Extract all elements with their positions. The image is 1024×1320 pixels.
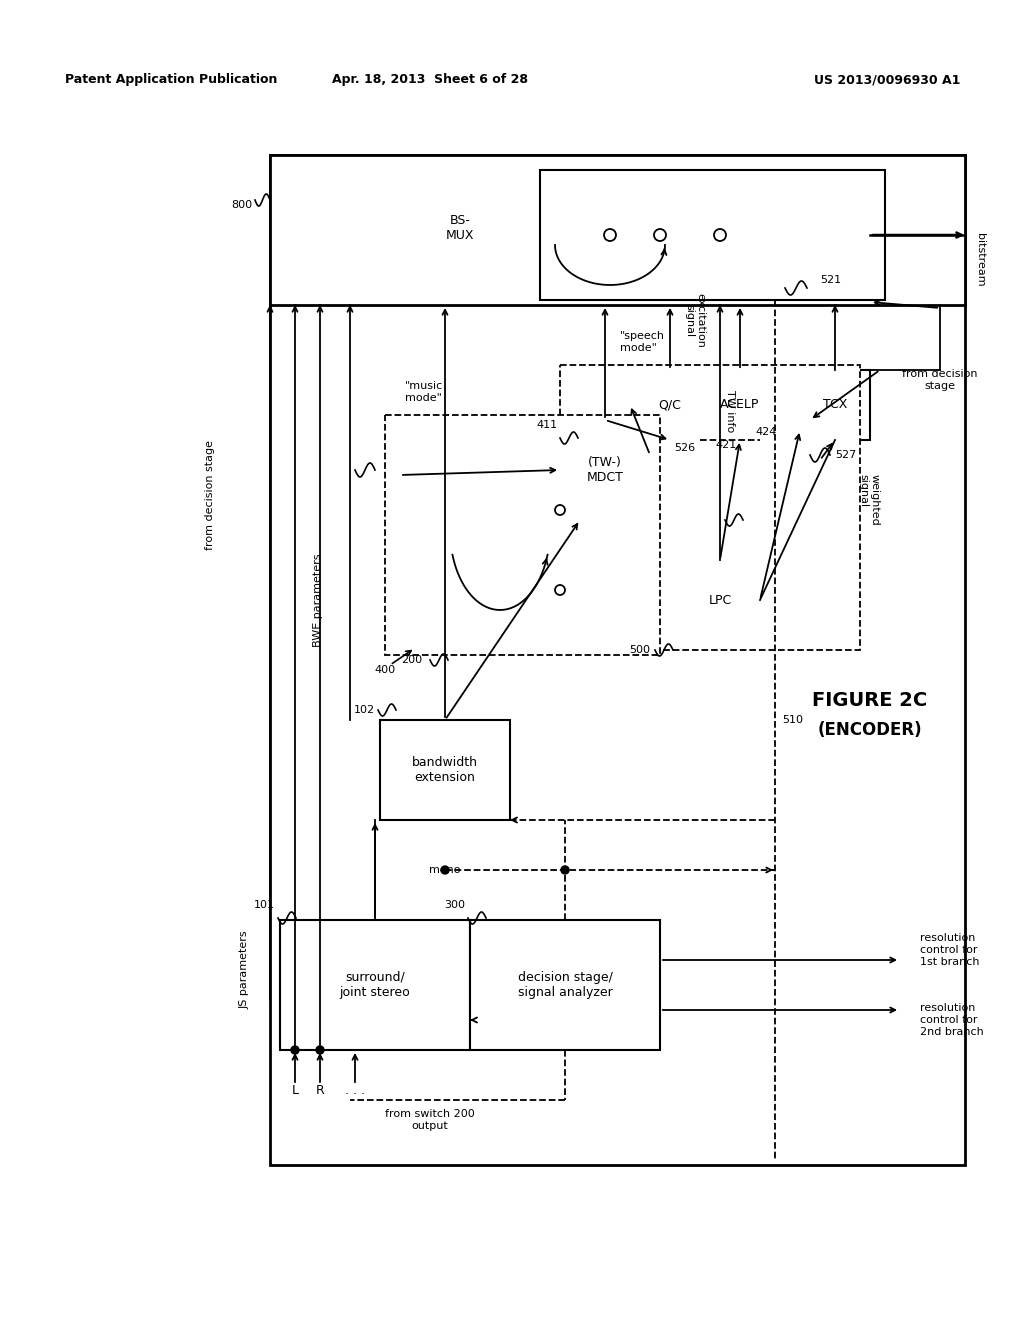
Bar bbox=[280, 920, 470, 1049]
Text: 400: 400 bbox=[375, 665, 395, 675]
Circle shape bbox=[291, 1045, 299, 1053]
Text: L: L bbox=[292, 1084, 299, 1097]
Text: from decision
stage: from decision stage bbox=[902, 370, 978, 391]
Text: 300: 300 bbox=[444, 900, 465, 909]
Text: BS-
MUX: BS- MUX bbox=[445, 214, 474, 242]
Text: TCX: TCX bbox=[823, 399, 847, 412]
Text: weighted
signal: weighted signal bbox=[858, 474, 880, 525]
Bar bbox=[700, 370, 780, 440]
Bar bbox=[630, 370, 710, 440]
Bar bbox=[680, 560, 760, 640]
Text: 200: 200 bbox=[400, 655, 422, 665]
Text: 421: 421 bbox=[715, 440, 736, 450]
Text: "music
mode": "music mode" bbox=[406, 381, 443, 403]
Text: JS parameters: JS parameters bbox=[240, 931, 250, 1010]
Text: Patent Application Publication: Patent Application Publication bbox=[65, 74, 278, 87]
Text: 102: 102 bbox=[354, 705, 375, 715]
Bar bbox=[270, 154, 965, 305]
Bar bbox=[560, 366, 860, 649]
Text: (TW-)
MDCT: (TW-) MDCT bbox=[587, 455, 624, 484]
Text: US 2013/0096930 A1: US 2013/0096930 A1 bbox=[814, 74, 961, 87]
Text: surround/
joint stereo: surround/ joint stereo bbox=[340, 972, 411, 999]
Circle shape bbox=[441, 866, 449, 874]
Text: LPC: LPC bbox=[709, 594, 731, 606]
Text: 800: 800 bbox=[230, 201, 252, 210]
Text: Apr. 18, 2013  Sheet 6 of 28: Apr. 18, 2013 Sheet 6 of 28 bbox=[332, 74, 528, 87]
Bar bbox=[540, 170, 885, 300]
Text: (ENCODER): (ENCODER) bbox=[818, 721, 923, 739]
Text: 521: 521 bbox=[820, 275, 841, 285]
Text: ACELP: ACELP bbox=[720, 399, 760, 412]
Circle shape bbox=[561, 866, 569, 874]
Text: 510: 510 bbox=[782, 715, 803, 725]
Text: from decision stage: from decision stage bbox=[205, 440, 215, 550]
Text: . . .: . . . bbox=[345, 1084, 365, 1097]
Text: resolution
control for
2nd branch: resolution control for 2nd branch bbox=[920, 1003, 984, 1036]
Bar bbox=[385, 414, 660, 655]
Text: bandwidth
extension: bandwidth extension bbox=[412, 756, 478, 784]
Text: resolution
control for
1st branch: resolution control for 1st branch bbox=[920, 933, 980, 966]
Text: FIGURE 2C: FIGURE 2C bbox=[812, 690, 928, 710]
Bar bbox=[270, 154, 965, 1166]
Bar bbox=[380, 719, 510, 820]
Text: R: R bbox=[315, 1084, 325, 1097]
Text: 500: 500 bbox=[629, 645, 650, 655]
Text: excitation
signal: excitation signal bbox=[684, 293, 706, 348]
Text: mono: mono bbox=[429, 865, 461, 875]
Text: bitstream: bitstream bbox=[975, 234, 985, 286]
Text: TW info: TW info bbox=[725, 389, 735, 432]
Text: decision stage/
signal analyzer: decision stage/ signal analyzer bbox=[517, 972, 612, 999]
Text: 527: 527 bbox=[835, 450, 856, 459]
Circle shape bbox=[316, 1045, 324, 1053]
Text: BWE parameters: BWE parameters bbox=[313, 553, 323, 647]
Bar bbox=[470, 920, 660, 1049]
Text: "speech
mode": "speech mode" bbox=[620, 331, 665, 352]
Text: Q/C: Q/C bbox=[658, 399, 681, 412]
Text: 526: 526 bbox=[674, 444, 695, 453]
Text: 411: 411 bbox=[537, 420, 558, 430]
Text: 101: 101 bbox=[254, 900, 275, 909]
Bar bbox=[800, 370, 870, 440]
Bar bbox=[560, 420, 650, 520]
Text: 424: 424 bbox=[755, 426, 776, 437]
Text: from switch 200
output: from switch 200 output bbox=[385, 1109, 475, 1131]
